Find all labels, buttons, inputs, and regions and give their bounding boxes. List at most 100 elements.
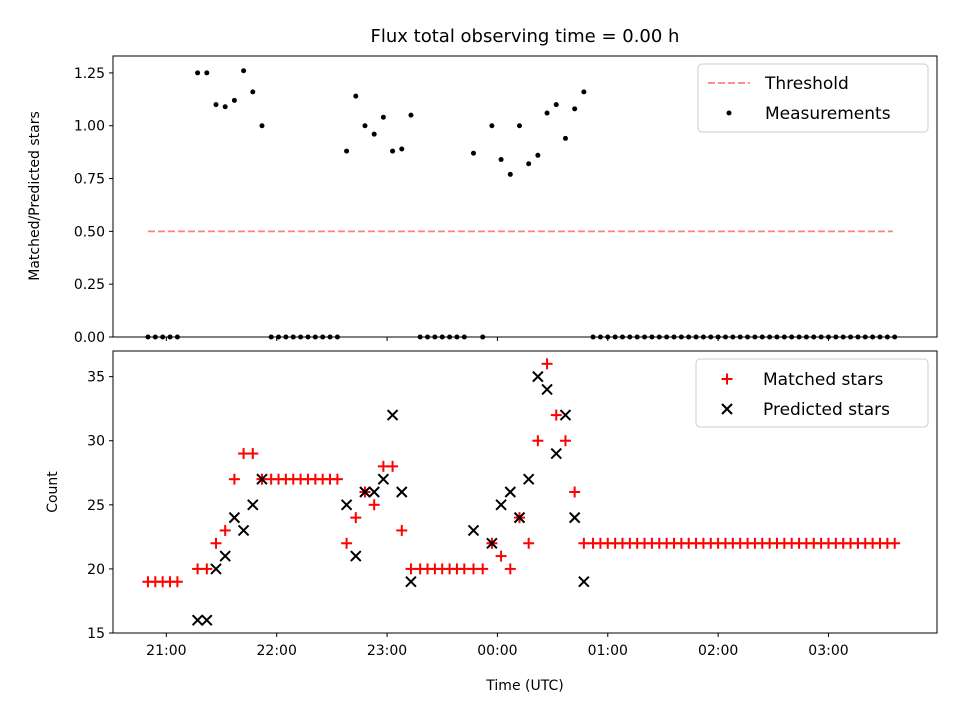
matched-star-point bbox=[495, 550, 507, 562]
matched-star-point bbox=[541, 358, 553, 370]
matched-star-point bbox=[889, 537, 901, 549]
measurement-point bbox=[259, 123, 265, 129]
y-axis-label: Matched/Predicted stars bbox=[27, 111, 43, 281]
measurement-point bbox=[222, 104, 228, 110]
matched-star-point bbox=[559, 435, 571, 447]
measurement-point bbox=[489, 123, 495, 129]
matched-star-point bbox=[458, 563, 470, 575]
x-axis-label: Time (UTC) bbox=[485, 678, 563, 694]
flux-ratio-axes-frame bbox=[112, 55, 938, 338]
matched-star-point bbox=[405, 563, 417, 575]
measurement-point bbox=[526, 161, 532, 167]
y-tick-label: 25 bbox=[87, 498, 105, 514]
y-tick-label: 1.25 bbox=[74, 66, 105, 82]
legend-matched-label: Matched stars bbox=[763, 370, 883, 390]
legend-threshold-label: Threshold bbox=[764, 74, 849, 94]
measurement-point bbox=[498, 157, 504, 163]
predicted-star-point bbox=[237, 524, 250, 537]
matched-star-point bbox=[523, 537, 535, 549]
matched-star-point bbox=[569, 486, 581, 498]
y-tick-label: 20 bbox=[87, 562, 105, 578]
measurement-point bbox=[195, 70, 201, 76]
y-tick-label: 0.75 bbox=[74, 172, 105, 188]
matched-star-point bbox=[350, 512, 362, 524]
predicted-star-point bbox=[532, 370, 544, 383]
measurement-point bbox=[544, 110, 550, 116]
predicted-star-point bbox=[210, 563, 222, 575]
predicted-star-point bbox=[568, 511, 581, 524]
legend-matched-swatch bbox=[721, 373, 733, 385]
matched-star-point bbox=[219, 524, 231, 536]
matched-star-point bbox=[331, 473, 343, 485]
predicted-star-point bbox=[201, 614, 213, 626]
x-tick-label: 23:00 bbox=[367, 643, 407, 659]
measurement-point bbox=[380, 114, 386, 120]
star-count-axes-frame bbox=[112, 350, 938, 634]
predicted-star-point bbox=[350, 550, 362, 562]
predicted-star-point bbox=[522, 473, 535, 485]
predicted-star-point bbox=[219, 550, 231, 562]
matched-star-point bbox=[210, 537, 222, 549]
matched-star-point bbox=[504, 563, 516, 575]
y-axis-label: Count bbox=[45, 471, 61, 513]
predicted-star-point bbox=[559, 409, 572, 421]
y-tick-label: 0.00 bbox=[74, 330, 105, 346]
predicted-star-point bbox=[396, 486, 408, 498]
x-tick-label: 02:00 bbox=[698, 643, 738, 659]
predicted-star-point bbox=[550, 447, 562, 460]
predicted-star-point bbox=[256, 473, 268, 485]
x-tick-label: 22:00 bbox=[257, 643, 297, 659]
matched-star-point bbox=[532, 435, 544, 447]
measurement-point bbox=[399, 146, 405, 152]
flux-ratio-plot-area: 0.00 0.25 0.50 0.75 1.00 1.25 bbox=[74, 66, 898, 346]
predicted-star-point bbox=[405, 576, 417, 588]
x-tick-label: 00:00 bbox=[477, 643, 517, 659]
measurement-point bbox=[204, 70, 210, 76]
y-tick-label: 35 bbox=[87, 370, 105, 386]
predicted-star-point bbox=[228, 511, 241, 524]
matched-star-point bbox=[387, 460, 399, 472]
measurement-point bbox=[507, 171, 513, 177]
predicted-star-point bbox=[486, 537, 498, 549]
measurement-point bbox=[572, 106, 578, 112]
predicted-star-point bbox=[368, 486, 380, 498]
measurement-point bbox=[581, 89, 587, 95]
matched-star-point bbox=[247, 448, 259, 460]
y-tick-label: 15 bbox=[87, 626, 105, 642]
matched-star-point bbox=[396, 524, 408, 536]
x-tick-label: 03:00 bbox=[808, 643, 848, 659]
predicted-star-point bbox=[191, 614, 204, 626]
measurement-point bbox=[362, 123, 368, 129]
measurement-point bbox=[516, 123, 522, 129]
measurement-point bbox=[231, 97, 237, 103]
predicted-star-point bbox=[386, 409, 399, 421]
matched-star-point bbox=[368, 499, 380, 511]
matched-star-point bbox=[341, 537, 353, 549]
legend-measurements-label: Measurements bbox=[765, 104, 891, 124]
legend-box bbox=[695, 358, 929, 428]
flux-ratio-legend: Threshold Measurements bbox=[697, 63, 929, 133]
matched-star-point bbox=[171, 576, 183, 588]
matched-star-point bbox=[477, 563, 489, 575]
matched-star-point bbox=[578, 537, 590, 549]
legend-predicted-label: Predicted stars bbox=[763, 400, 890, 420]
y-tick-label: 30 bbox=[87, 434, 105, 450]
measurement-point bbox=[250, 89, 256, 95]
predicted-star-point bbox=[247, 499, 259, 511]
measurement-point bbox=[562, 135, 568, 141]
star-count-panel: Count Time (UTC) 15 20 25 30 35 21:00 22:00 23:… bbox=[45, 350, 938, 694]
matched-star-point bbox=[238, 448, 250, 460]
legend-measurements-swatch bbox=[726, 110, 732, 116]
measurement-point bbox=[408, 112, 414, 118]
legend-predicted-swatch bbox=[721, 403, 733, 415]
measurement-point bbox=[371, 131, 377, 137]
measurement-point bbox=[535, 152, 541, 158]
matched-star-point bbox=[550, 409, 562, 421]
measurement-point bbox=[241, 68, 247, 74]
matched-star-point bbox=[192, 563, 204, 575]
predicted-star-point bbox=[377, 473, 390, 485]
measurement-point bbox=[553, 102, 559, 108]
predicted-star-point bbox=[359, 486, 371, 498]
measurement-point bbox=[471, 150, 476, 156]
